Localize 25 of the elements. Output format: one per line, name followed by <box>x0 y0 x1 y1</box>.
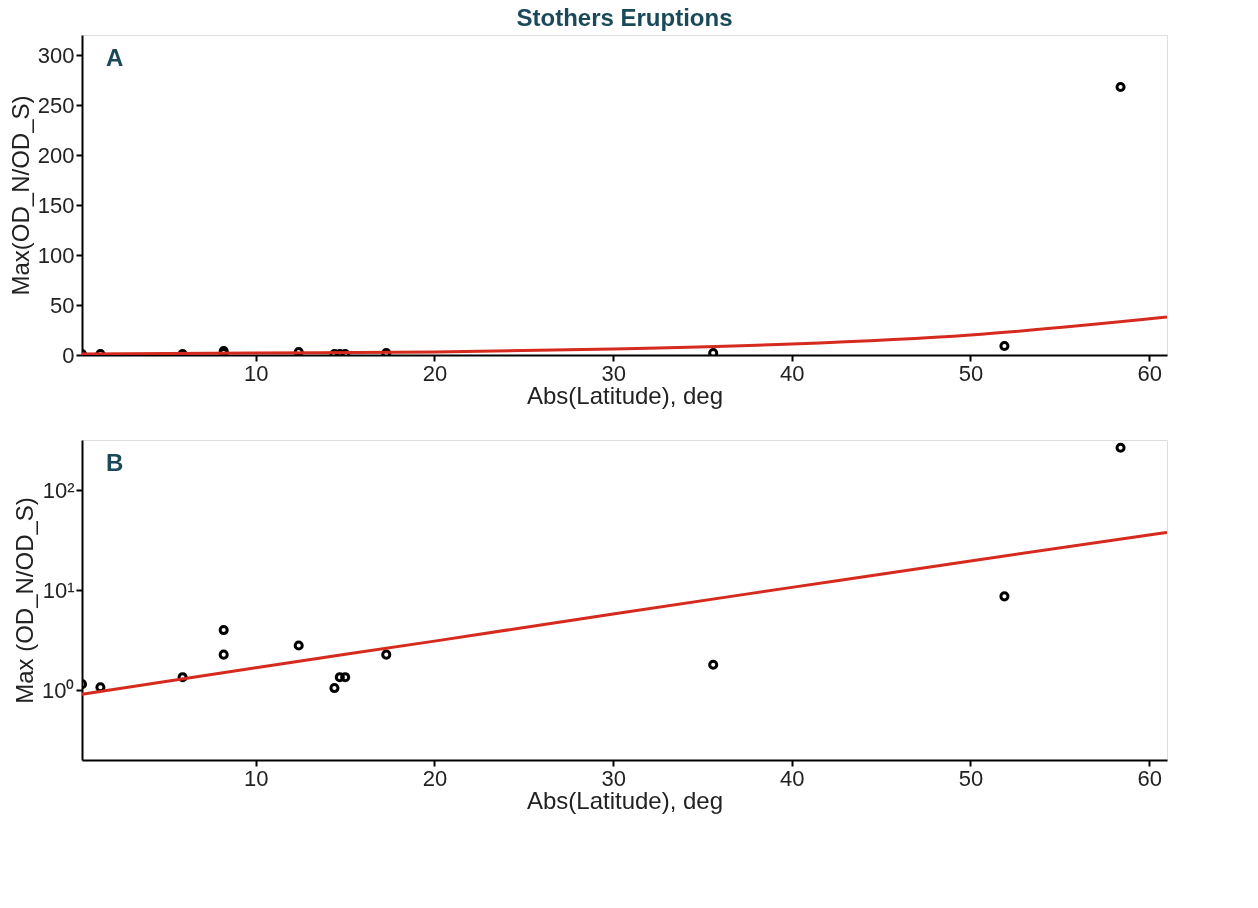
x-tick-label: 10 <box>244 765 269 791</box>
chart-title: Stothers Eruptions <box>516 4 733 31</box>
x-tick-label: 60 <box>1137 360 1162 386</box>
x-tick-label: 50 <box>958 360 984 386</box>
x-tick-label: 20 <box>422 765 448 791</box>
y-tick-label: 0 <box>62 342 75 368</box>
y-tick-label: 150 <box>37 192 75 218</box>
x-tick-label: 50 <box>958 765 984 791</box>
annotation: A <box>106 44 124 71</box>
y-axis-title: Max(OD_N/OD_S) <box>6 95 34 296</box>
y-tick-label: 200 <box>37 142 75 168</box>
y-tick-label: 10⁰ <box>42 677 75 703</box>
y-tick-label: 250 <box>37 92 75 118</box>
x-tick-label: 60 <box>1137 765 1162 791</box>
y-tick-label: 100 <box>37 242 75 268</box>
x-tick-label: 10 <box>244 360 269 386</box>
y-axis-title: Max (OD_N/OD_S) <box>11 497 39 704</box>
x-tick-label: 40 <box>780 765 805 791</box>
y-tick-label: 50 <box>50 292 75 318</box>
y-tick-label: 10¹ <box>42 577 75 603</box>
x-tick-label: 20 <box>422 360 448 386</box>
y-tick-label: 10² <box>42 477 75 503</box>
annotation: B <box>106 449 124 476</box>
y-tick-label: 300 <box>37 42 75 68</box>
x-tick-label: 40 <box>780 360 805 386</box>
